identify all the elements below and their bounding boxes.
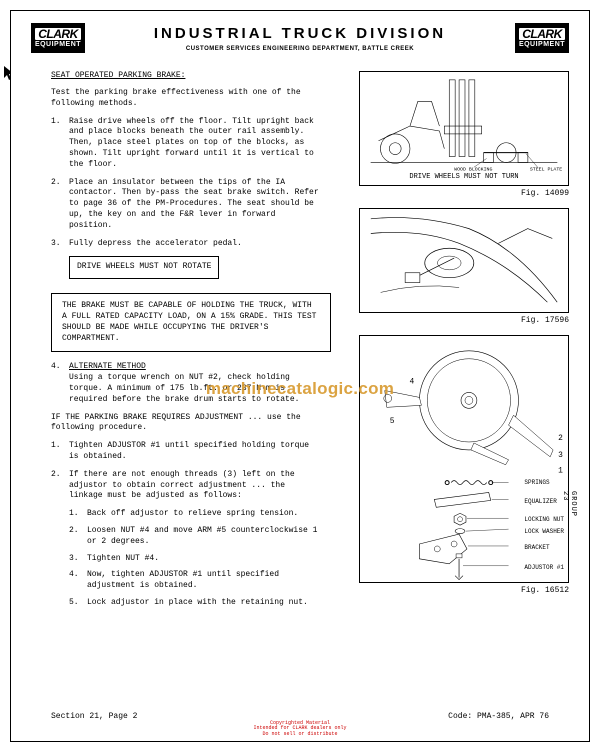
right-column: WOOD BLOCKING STEEL PLATE DRIVE WHEELS M… bbox=[359, 71, 569, 605]
step-text: Lock adjustor in place with the retainin… bbox=[87, 598, 321, 609]
logo-left: CLARK EQUIPMENT bbox=[31, 23, 85, 53]
step-num: 1. bbox=[51, 117, 69, 171]
logo-brand: CLARK bbox=[35, 28, 81, 40]
logo-right: CLARK EQUIPMENT bbox=[515, 23, 569, 53]
step-text: Place an insulator between the tips of t… bbox=[69, 178, 321, 232]
label-adjustor: ADJUSTOR #1 bbox=[524, 563, 564, 573]
step-3: 3. Fully depress the accelerator pedal. bbox=[51, 239, 321, 250]
page-subtitle: CUSTOMER SERVICES ENGINEERING DEPARTMENT… bbox=[85, 46, 515, 52]
sub-2: 2. Loosen NUT #4 and move ARM #5 counter… bbox=[69, 526, 321, 548]
page-title: INDUSTRIAL TRUCK DIVISION bbox=[85, 25, 515, 42]
logo-brand: CLARK bbox=[519, 28, 565, 40]
svg-text:3: 3 bbox=[558, 451, 563, 460]
step-num: 5. bbox=[69, 598, 87, 609]
step-text: Fully depress the accelerator pedal. bbox=[69, 239, 321, 250]
svg-text:4: 4 bbox=[410, 378, 415, 387]
step-text: Tighten ADJUSTOR #1 until specified hold… bbox=[69, 441, 321, 463]
step-num: 4. bbox=[69, 570, 87, 592]
adj-2: 2. If there are not enough threads (3) l… bbox=[51, 470, 321, 502]
alt-method-title: ALTERNATE METHOD bbox=[69, 362, 146, 371]
sub-1: 1. Back off adjustor to relieve spring t… bbox=[69, 509, 321, 520]
figure-1: WOOD BLOCKING STEEL PLATE DRIVE WHEELS M… bbox=[359, 71, 569, 186]
adjust-intro: IF THE PARKING BRAKE REQUIRES ADJUSTMENT… bbox=[51, 413, 321, 435]
step-num: 3. bbox=[51, 239, 69, 250]
step-2: 2. Place an insulator between the tips o… bbox=[51, 178, 321, 232]
step-num: 2. bbox=[51, 470, 69, 502]
note-box: THE BRAKE MUST BE CAPABLE OF HOLDING THE… bbox=[51, 293, 331, 352]
step-num: 4. bbox=[51, 362, 69, 405]
intro: Test the parking brake effectiveness wit… bbox=[51, 88, 321, 110]
svg-text:STEEL PLATE: STEEL PLATE bbox=[530, 166, 562, 172]
step-text: Loosen NUT #4 and move ARM #5 counterclo… bbox=[87, 526, 321, 548]
figure-1-caption: DRIVE WHEELS MUST NOT TURN bbox=[360, 173, 568, 181]
step-num: 3. bbox=[69, 554, 87, 565]
warning-box-1: DRIVE WHEELS MUST NOT ROTATE bbox=[69, 256, 219, 279]
left-column: SEAT OPERATED PARKING BRAKE: Test the pa… bbox=[51, 71, 321, 615]
label-bracket: BRACKET bbox=[524, 543, 564, 553]
step-text: Now, tighten ADJUSTOR #1 until specified… bbox=[87, 570, 321, 592]
sub-5: 5. Lock adjustor in place with the retai… bbox=[69, 598, 321, 609]
label-lock-washer: LOCK WASHER bbox=[524, 527, 564, 537]
label-equalizer: EQUALIZER bbox=[524, 497, 564, 507]
header-center: INDUSTRIAL TRUCK DIVISION CUSTOMER SERVI… bbox=[85, 25, 515, 52]
figure-3: 2 4 5 3 1 bbox=[359, 335, 569, 583]
adj-1: 1. Tighten ADJUSTOR #1 until specified h… bbox=[51, 441, 321, 463]
logo-sub: EQUIPMENT bbox=[519, 41, 565, 48]
brake-diagram-icon bbox=[360, 209, 568, 312]
sub-3: 3. Tighten NUT #4. bbox=[69, 554, 321, 565]
step-text: Back off adjustor to relieve spring tens… bbox=[87, 509, 321, 520]
svg-text:1: 1 bbox=[558, 467, 563, 476]
group-label: GROUP 23 bbox=[561, 491, 577, 517]
logo-sub: EQUIPMENT bbox=[35, 41, 81, 48]
figure-2-number: Fig. 17596 bbox=[359, 316, 569, 325]
sub-4: 4. Now, tighten ADJUSTOR #1 until specif… bbox=[69, 570, 321, 592]
step-text: Tighten NUT #4. bbox=[87, 554, 321, 565]
label-locking-nut: LOCKING NUT bbox=[524, 515, 564, 525]
step-1: 1. Raise drive wheels off the floor. Til… bbox=[51, 117, 321, 171]
forklift-diagram-icon: WOOD BLOCKING STEEL PLATE bbox=[360, 72, 568, 185]
step-text: Raise drive wheels off the floor. Tilt u… bbox=[69, 117, 321, 171]
step-num: 2. bbox=[69, 526, 87, 548]
alt-method-text: Using a torque wrench on NUT #2, check h… bbox=[69, 373, 299, 404]
svg-text:5: 5 bbox=[390, 417, 395, 426]
figure-3-labels: SPRINGS EQUALIZER LOCKING NUT LOCK WASHE… bbox=[524, 478, 564, 573]
step-num: 1. bbox=[51, 441, 69, 463]
svg-text:WOOD BLOCKING: WOOD BLOCKING bbox=[454, 166, 492, 172]
section-title: SEAT OPERATED PARKING BRAKE: bbox=[51, 71, 321, 80]
copyright-notice: Copyrighted Material Intended for CLARK … bbox=[11, 721, 589, 738]
step-4: 4. ALTERNATE METHOD Using a torque wrenc… bbox=[51, 362, 321, 405]
step-num: 1. bbox=[69, 509, 87, 520]
page: CLARK EQUIPMENT INDUSTRIAL TRUCK DIVISIO… bbox=[10, 10, 590, 742]
step-num: 2. bbox=[51, 178, 69, 232]
label-springs: SPRINGS bbox=[524, 478, 564, 488]
svg-text:2: 2 bbox=[558, 434, 563, 443]
header: CLARK EQUIPMENT INDUSTRIAL TRUCK DIVISIO… bbox=[31, 23, 569, 53]
figure-2 bbox=[359, 208, 569, 313]
figure-3-number: Fig. 16512 bbox=[359, 586, 569, 595]
figure-1-number: Fig. 14099 bbox=[359, 189, 569, 198]
copyright-line: Do not sell or distribute bbox=[11, 732, 589, 738]
step-text: If there are not enough threads (3) left… bbox=[69, 470, 321, 502]
step-text: ALTERNATE METHOD Using a torque wrench o… bbox=[69, 362, 321, 405]
